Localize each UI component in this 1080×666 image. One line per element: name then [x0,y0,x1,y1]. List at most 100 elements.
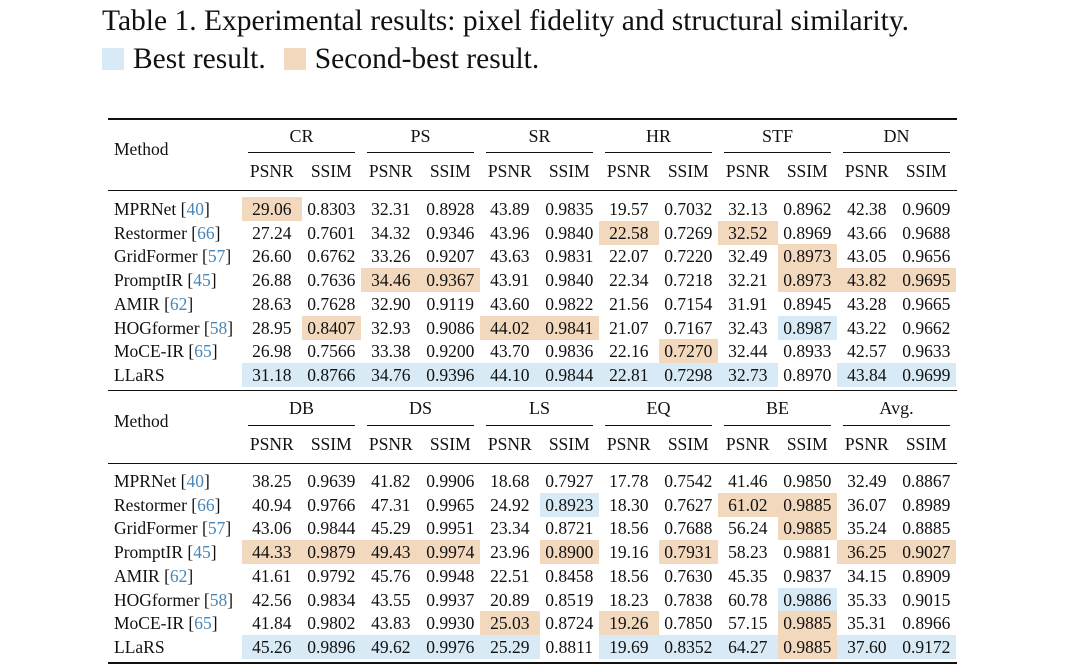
method-name: Restormer [66] [114,494,221,515]
method-header: Method [114,139,169,159]
value-cell: 0.8966 [902,613,951,634]
citation-link[interactable]: 62 [169,293,188,314]
table-row: LLaRS 31.18 0.8766 34.76 0.9396 44.10 0.9844 22… [108,362,956,387]
value-cell: 18.68 [490,471,530,491]
value-cell: 0.7220 [664,246,713,267]
group-underline [843,152,950,153]
value-cell: 0.9792 [307,565,356,586]
value-cell: 0.7927 [545,471,594,491]
citation-link[interactable]: 57 [207,518,226,539]
metric-header: SSIM [905,434,947,454]
citation-link[interactable]: 40 [186,199,204,219]
value-cell: 0.8928 [426,199,475,219]
method-name: MoCE-IR [65] [114,613,218,634]
value-cell: 43.96 [490,222,530,243]
value-cell: 21.07 [609,317,649,338]
value-cell: 0.9881 [783,542,832,563]
metric-header: PSNR [606,434,651,454]
value-cell: 25.29 [480,634,540,659]
value-cell: 0.7154 [664,293,713,314]
citation-link[interactable]: 45 [193,542,211,563]
value-cell: 19.69 [599,634,659,659]
value-cell: 43.22 [847,317,887,338]
method-name: AMIR [62] [114,565,194,586]
value-cell: 43.60 [490,293,530,314]
method-name: LLaRS [108,363,242,387]
citation-link[interactable]: 62 [169,565,188,586]
value-cell: 33.26 [371,246,411,267]
table-row: LLaRS 45.26 0.9896 49.62 0.9976 25.29 0.8811 19… [108,634,956,659]
value-cell: 0.9886 [777,587,837,612]
metric-header: PSNR [368,434,413,454]
value-cell: 0.9662 [902,317,951,338]
table-row: MoCE-IR [65] 41.84 0.9802 43.83 0.9930 25.03 0… [108,611,956,636]
method-label-text: PromptIR [114,542,184,563]
method-label-text: LLaRS [114,364,165,385]
legend: Best result. Second-best result. [102,40,557,78]
value-cell: 44.33 [242,540,302,565]
value-cell: 0.8458 [545,565,594,586]
value-cell: 32.21 [728,270,768,291]
value-cell: 0.8352 [658,634,718,659]
metric-header: PSNR [368,161,413,181]
value-cell: 0.7688 [664,518,713,539]
group-header: BE [765,398,789,418]
value-cell: 38.25 [252,471,292,491]
method-name: MPRNet [40] [114,471,210,491]
value-cell: 0.7032 [664,199,713,219]
value-cell: 0.9976 [420,634,480,659]
value-cell: 32.49 [728,246,768,267]
value-cell: 43.70 [490,341,530,362]
value-cell: 41.46 [728,471,768,491]
value-cell: 31.91 [728,293,768,314]
value-cell: 0.8933 [783,341,832,362]
value-cell: 49.43 [361,540,421,565]
value-cell: 0.8766 [301,362,361,387]
metric-header: SSIM [667,434,709,454]
metric-header: PSNR [606,161,651,181]
table-row: GridFormer [57] 26.60 0.6762 33.26 0.9207 43.… [108,244,956,269]
value-cell: 32.73 [718,362,778,387]
value-cell: 44.02 [480,315,540,340]
value-cell: 42.38 [847,199,887,219]
value-cell: 0.9396 [420,362,480,387]
group-header: HR [645,126,671,146]
value-cell: 0.9802 [307,613,356,634]
citation-link[interactable]: 58 [209,589,228,610]
citation-link[interactable]: 66 [197,222,215,243]
value-cell: 0.9633 [902,341,951,362]
group-header: PS [410,126,431,146]
second-swatch [283,48,306,70]
value-cell: 22.34 [609,270,649,291]
value-cell: 0.8811 [545,636,593,657]
value-cell: 0.9200 [426,341,475,362]
metric-header: SSIM [786,434,828,454]
value-cell: 22.07 [609,246,649,267]
value-cell: 34.32 [371,222,411,243]
method-name: AMIR [62] [114,293,194,314]
value-cell: 18.56 [609,518,649,539]
value-cell: 24.92 [490,494,530,515]
citation-link[interactable]: 57 [207,246,226,267]
value-cell: 44.10 [480,362,540,387]
group-underline [843,425,950,426]
value-cell: 0.9119 [426,293,474,314]
value-cell: 34.76 [361,362,421,387]
table-row: Restormer [66] 40.94 0.9766 47.31 0.9965 24.9… [108,492,956,517]
value-cell: 0.9688 [902,222,951,243]
citation-link[interactable]: 45 [193,270,211,291]
citation-link[interactable]: 65 [194,613,212,634]
value-cell: 36.25 [837,540,897,565]
value-cell: 47.31 [371,494,411,515]
group-header: CR [289,126,314,146]
citation-link[interactable]: 65 [194,341,212,362]
method-label-text: MoCE-IR [114,613,184,634]
citation-link[interactable]: 58 [209,317,228,338]
value-cell: 32.52 [718,220,778,245]
value-cell: 0.9951 [426,518,475,539]
value-cell: 20.89 [490,589,530,610]
citation-link[interactable]: 66 [197,494,215,515]
citation-link[interactable]: 40 [186,471,204,491]
value-cell: 43.83 [371,613,411,634]
value-cell: 0.9896 [301,634,361,659]
